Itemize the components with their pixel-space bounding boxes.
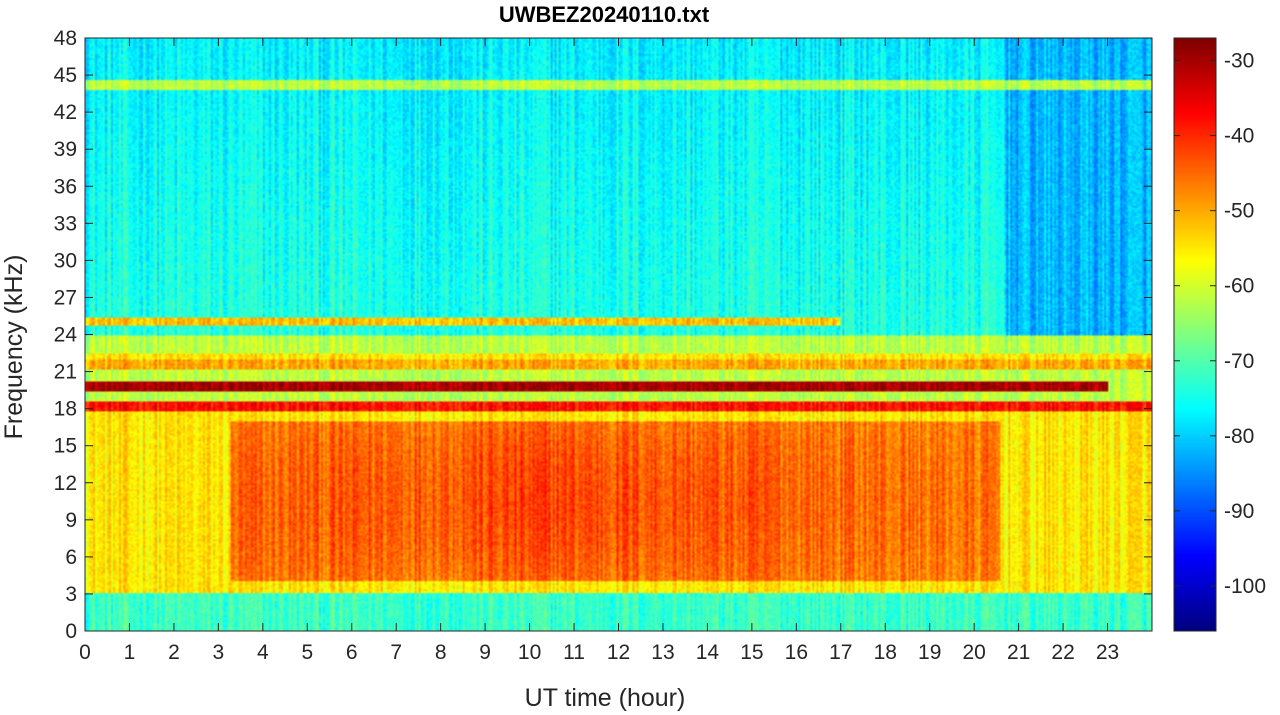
- y-axis-label: Frequency (kHz): [0, 255, 28, 440]
- x-tick-label: 7: [390, 641, 402, 664]
- x-tick-label: 12: [607, 641, 630, 664]
- colorbar-frame: [1173, 37, 1217, 632]
- x-tick-label: 10: [518, 641, 541, 664]
- x-tick-label: 15: [740, 641, 763, 664]
- colorbar-tick-label: -80: [1224, 425, 1254, 448]
- y-tick-label: 36: [54, 175, 77, 198]
- x-tick-label: 2: [168, 641, 180, 664]
- x-tick-label: 5: [301, 641, 313, 664]
- x-tick-label: 20: [962, 641, 985, 664]
- x-tick-label: 8: [435, 641, 447, 664]
- x-tick-label: 14: [696, 641, 720, 664]
- x-tick-label: 3: [213, 641, 225, 664]
- x-tick-label: 21: [1007, 641, 1030, 664]
- colorbar-tick-label: -100: [1224, 575, 1266, 598]
- x-tick-label: 4: [257, 641, 269, 664]
- colorbar-tick-label: -50: [1224, 200, 1254, 223]
- x-tick-label: 19: [918, 641, 941, 664]
- x-axis: 0 1 2 3 4 5 6 7 8 9 10 11 12 13 14 15 16 17 18 19 20 21 22 23: [79, 38, 1119, 664]
- x-tick-label: 6: [346, 641, 358, 664]
- x-tick-label: 17: [829, 641, 852, 664]
- x-tick-label: 9: [479, 641, 491, 664]
- x-tick-label: 16: [785, 641, 808, 664]
- colorbar-tick-label: -40: [1224, 125, 1254, 148]
- colorbar-gradient: [1174, 38, 1216, 631]
- x-tick-label: 1: [124, 641, 136, 664]
- colorbar-tick-label: -70: [1224, 350, 1254, 373]
- x-tick-label: 23: [1096, 641, 1119, 664]
- x-tick-label: 0: [79, 641, 91, 664]
- x-tick-label: 11: [563, 641, 585, 664]
- colorbar-ticks: -30 -40 -50 -60 -70 -80 -90 -100: [1174, 50, 1266, 598]
- y-tick-label: 18: [54, 398, 77, 421]
- y-tick-label: 45: [54, 64, 77, 87]
- y-tick-label: 39: [54, 138, 77, 161]
- x-tick-label: 13: [651, 641, 674, 664]
- y-tick-label: 27: [54, 286, 77, 309]
- y-tick-label: 0: [65, 620, 77, 643]
- y-tick-label: 12: [54, 472, 77, 495]
- x-tick-label: 22: [1051, 641, 1074, 664]
- y-tick-label: 24: [54, 324, 78, 347]
- y-tick-label: 42: [54, 101, 77, 124]
- y-tick-label: 9: [65, 509, 77, 532]
- chart-title: UWBEZ20240110.txt: [499, 2, 710, 27]
- spectrogram-heatmap: [85, 38, 1152, 631]
- y-tick-label: 21: [54, 361, 77, 384]
- y-tick-label: 33: [54, 212, 77, 235]
- colorbar-tick-label: -90: [1224, 500, 1254, 523]
- y-tick-label: 15: [54, 435, 77, 458]
- y-tick-label: 3: [65, 583, 77, 606]
- x-axis-label: UT time (hour): [525, 684, 686, 712]
- colorbar: -30 -40 -50 -60 -70 -80 -90 -100: [1173, 37, 1266, 632]
- y-tick-label: 48: [54, 27, 77, 50]
- spectrogram-plot: [84, 37, 1153, 632]
- y-tick-label: 6: [65, 546, 77, 569]
- colorbar-tick-label: -60: [1224, 275, 1254, 298]
- x-tick-label: 18: [874, 641, 897, 664]
- y-tick-label: 30: [54, 249, 77, 272]
- colorbar-tick-label: -30: [1224, 50, 1254, 73]
